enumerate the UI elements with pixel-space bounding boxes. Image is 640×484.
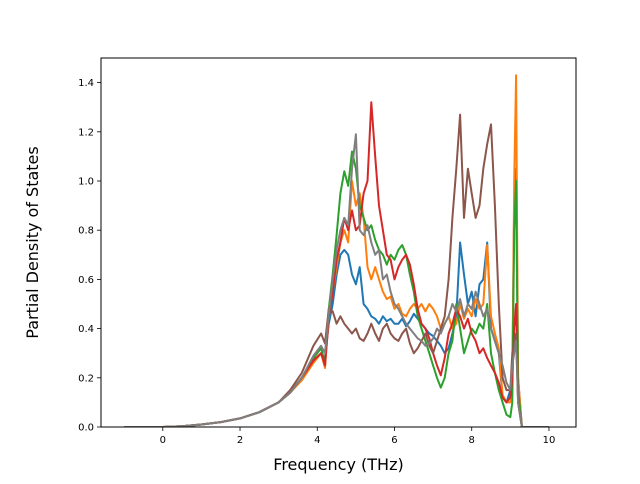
y-axis-label: Partial Density of States: [23, 146, 42, 338]
y-tick-label: 0.0: [78, 423, 94, 434]
plot-frame: [100, 57, 577, 428]
y-tick-label: 1.0: [78, 177, 94, 188]
x-tick-label: 8: [469, 435, 475, 446]
x-tick-label: 0: [160, 435, 166, 446]
y-tick-label: 1.4: [78, 78, 94, 89]
y-tick-label: 0.8: [78, 226, 94, 237]
x-tick-label: 4: [314, 435, 320, 446]
x-axis: 0 2 4 6 8 10: [160, 427, 556, 446]
y-tick-label: 0.2: [78, 373, 94, 384]
x-axis-label: Frequency (THz): [273, 455, 403, 474]
y-tick-label: 0.6: [78, 275, 94, 286]
x-tick-label: 6: [391, 435, 397, 446]
y-axis: 0.0 0.2 0.4 0.6 0.8 1.0 1.2 1.4: [78, 78, 101, 434]
x-tick-label: 2: [237, 435, 243, 446]
series-line-5: [124, 113, 549, 427]
x-tick-label: 10: [543, 435, 556, 446]
y-tick-label: 0.4: [78, 324, 94, 335]
y-tick-label: 1.2: [78, 127, 94, 138]
series-line-4: [124, 101, 549, 427]
series-layer: [124, 74, 549, 427]
series-line-6: [124, 133, 549, 427]
